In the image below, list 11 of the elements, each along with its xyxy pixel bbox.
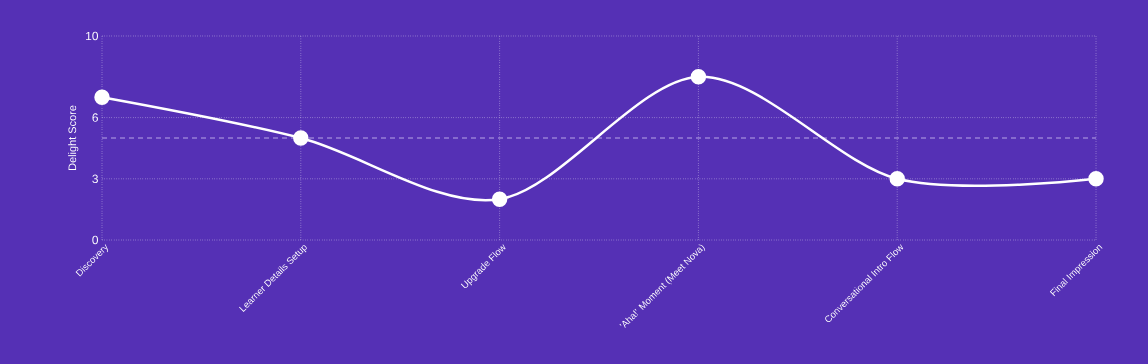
point (690, 69, 707, 85)
point (889, 171, 905, 187)
y-tick-label: 3 (92, 174, 98, 184)
y-tick-label: 10 (86, 31, 99, 41)
point (94, 89, 110, 105)
point (491, 191, 508, 207)
y-axis-title: Delight Score (68, 105, 79, 170)
point (1088, 171, 1104, 187)
y-tick-label: 6 (92, 113, 98, 122)
point (293, 130, 309, 146)
y-tick-label: 0 (92, 235, 99, 245)
